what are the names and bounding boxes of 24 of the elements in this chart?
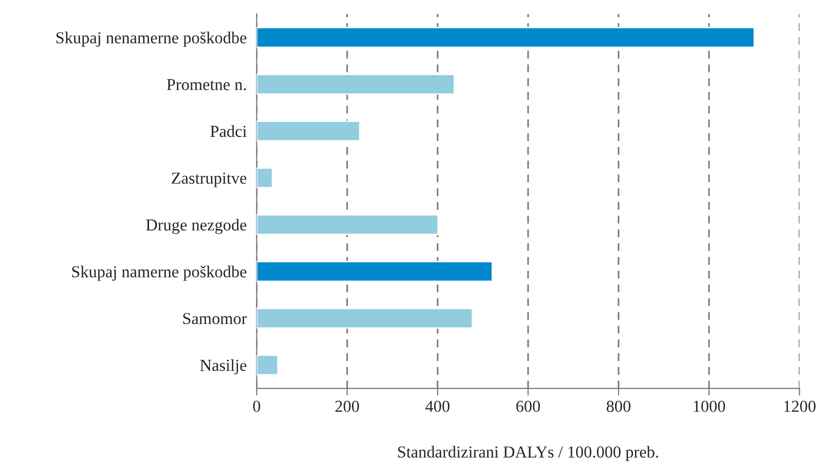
bar [256, 214, 439, 236]
x-axis-title: Standardizirani DALYs / 100.000 preb. [398, 446, 658, 462]
bar [256, 308, 474, 329]
y-tick-label: Druge nezgode [146, 218, 246, 234]
bar [256, 260, 494, 282]
x-tick-label: 400 [425, 400, 450, 412]
x-tick-label: 600 [516, 400, 540, 412]
x-tick-label: 800 [606, 400, 630, 412]
y-tick-label: Prometne n. [166, 79, 246, 90]
y-tick-label: Zastrupitve [172, 172, 246, 188]
bar [256, 26, 755, 48]
x-tick-label: 200 [335, 400, 359, 412]
y-tick-label: Samomor [183, 312, 247, 324]
y-tick-label: Padci [210, 125, 247, 137]
y-tick-label: Skupaj nenamerne poškodbe [56, 32, 246, 47]
x-tick-label: 0 [253, 400, 260, 412]
bar [256, 354, 279, 376]
bar [256, 120, 360, 142]
x-tick-label: 1000 [694, 400, 726, 412]
y-tick-label: Skupaj namerne poškodbe [72, 266, 246, 281]
bar [256, 74, 456, 95]
bar [256, 167, 274, 188]
y-tick-label: Nasilje [200, 359, 246, 374]
x-tick-label: 1200 [784, 400, 816, 412]
